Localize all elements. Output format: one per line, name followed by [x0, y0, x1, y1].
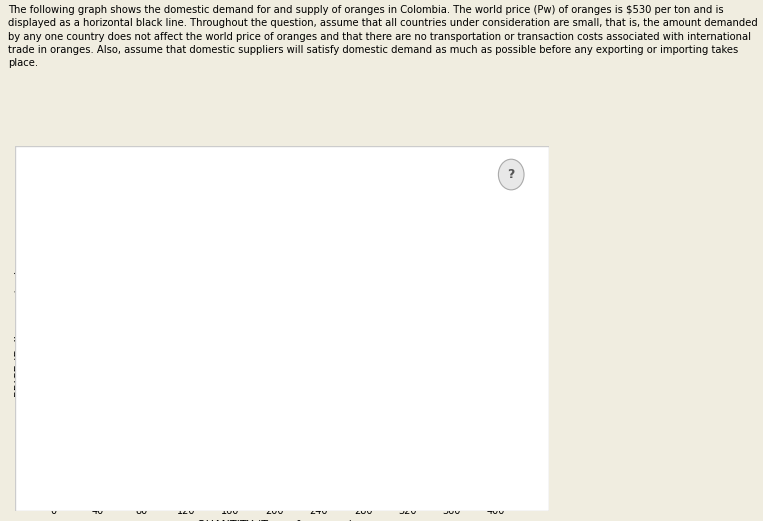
Text: ?: ? [507, 168, 515, 181]
Text: Domestic Supply: Domestic Supply [302, 178, 391, 188]
X-axis label: QUANTITY (Tons of oranges): QUANTITY (Tons of oranges) [197, 520, 353, 521]
Text: $P_W$: $P_W$ [505, 454, 523, 469]
Circle shape [498, 159, 524, 190]
Text: Domestic Demand: Domestic Demand [56, 178, 153, 188]
Y-axis label: PRICE (Dollars per ton): PRICE (Dollars per ton) [15, 270, 25, 397]
Text: The following graph shows the domestic demand for and supply of oranges in Colom: The following graph shows the domestic d… [8, 5, 758, 68]
